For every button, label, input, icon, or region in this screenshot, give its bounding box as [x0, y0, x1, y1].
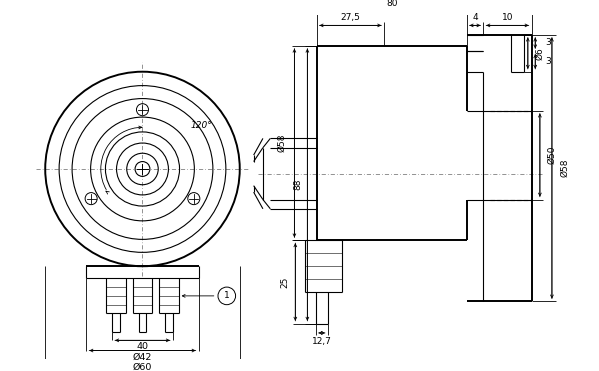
Text: 4: 4 — [472, 13, 478, 23]
Text: Ø42: Ø42 — [133, 352, 152, 361]
Text: 1: 1 — [224, 291, 229, 301]
Text: 12,7: 12,7 — [312, 337, 332, 346]
Text: 10: 10 — [502, 13, 513, 23]
Text: Ø50: Ø50 — [547, 146, 556, 164]
Text: 27,5: 27,5 — [340, 13, 361, 23]
Text: 80: 80 — [386, 0, 397, 8]
Text: 3: 3 — [545, 39, 551, 47]
Text: Ø58: Ø58 — [277, 134, 286, 152]
Text: 40: 40 — [137, 342, 149, 351]
Text: Ø60: Ø60 — [133, 363, 152, 371]
Text: 88: 88 — [294, 179, 302, 190]
Text: Ø58: Ø58 — [561, 159, 570, 177]
Text: 25: 25 — [281, 276, 290, 288]
Text: 120°: 120° — [190, 121, 213, 130]
Text: Ø6: Ø6 — [536, 47, 544, 60]
Text: 3: 3 — [545, 57, 551, 66]
